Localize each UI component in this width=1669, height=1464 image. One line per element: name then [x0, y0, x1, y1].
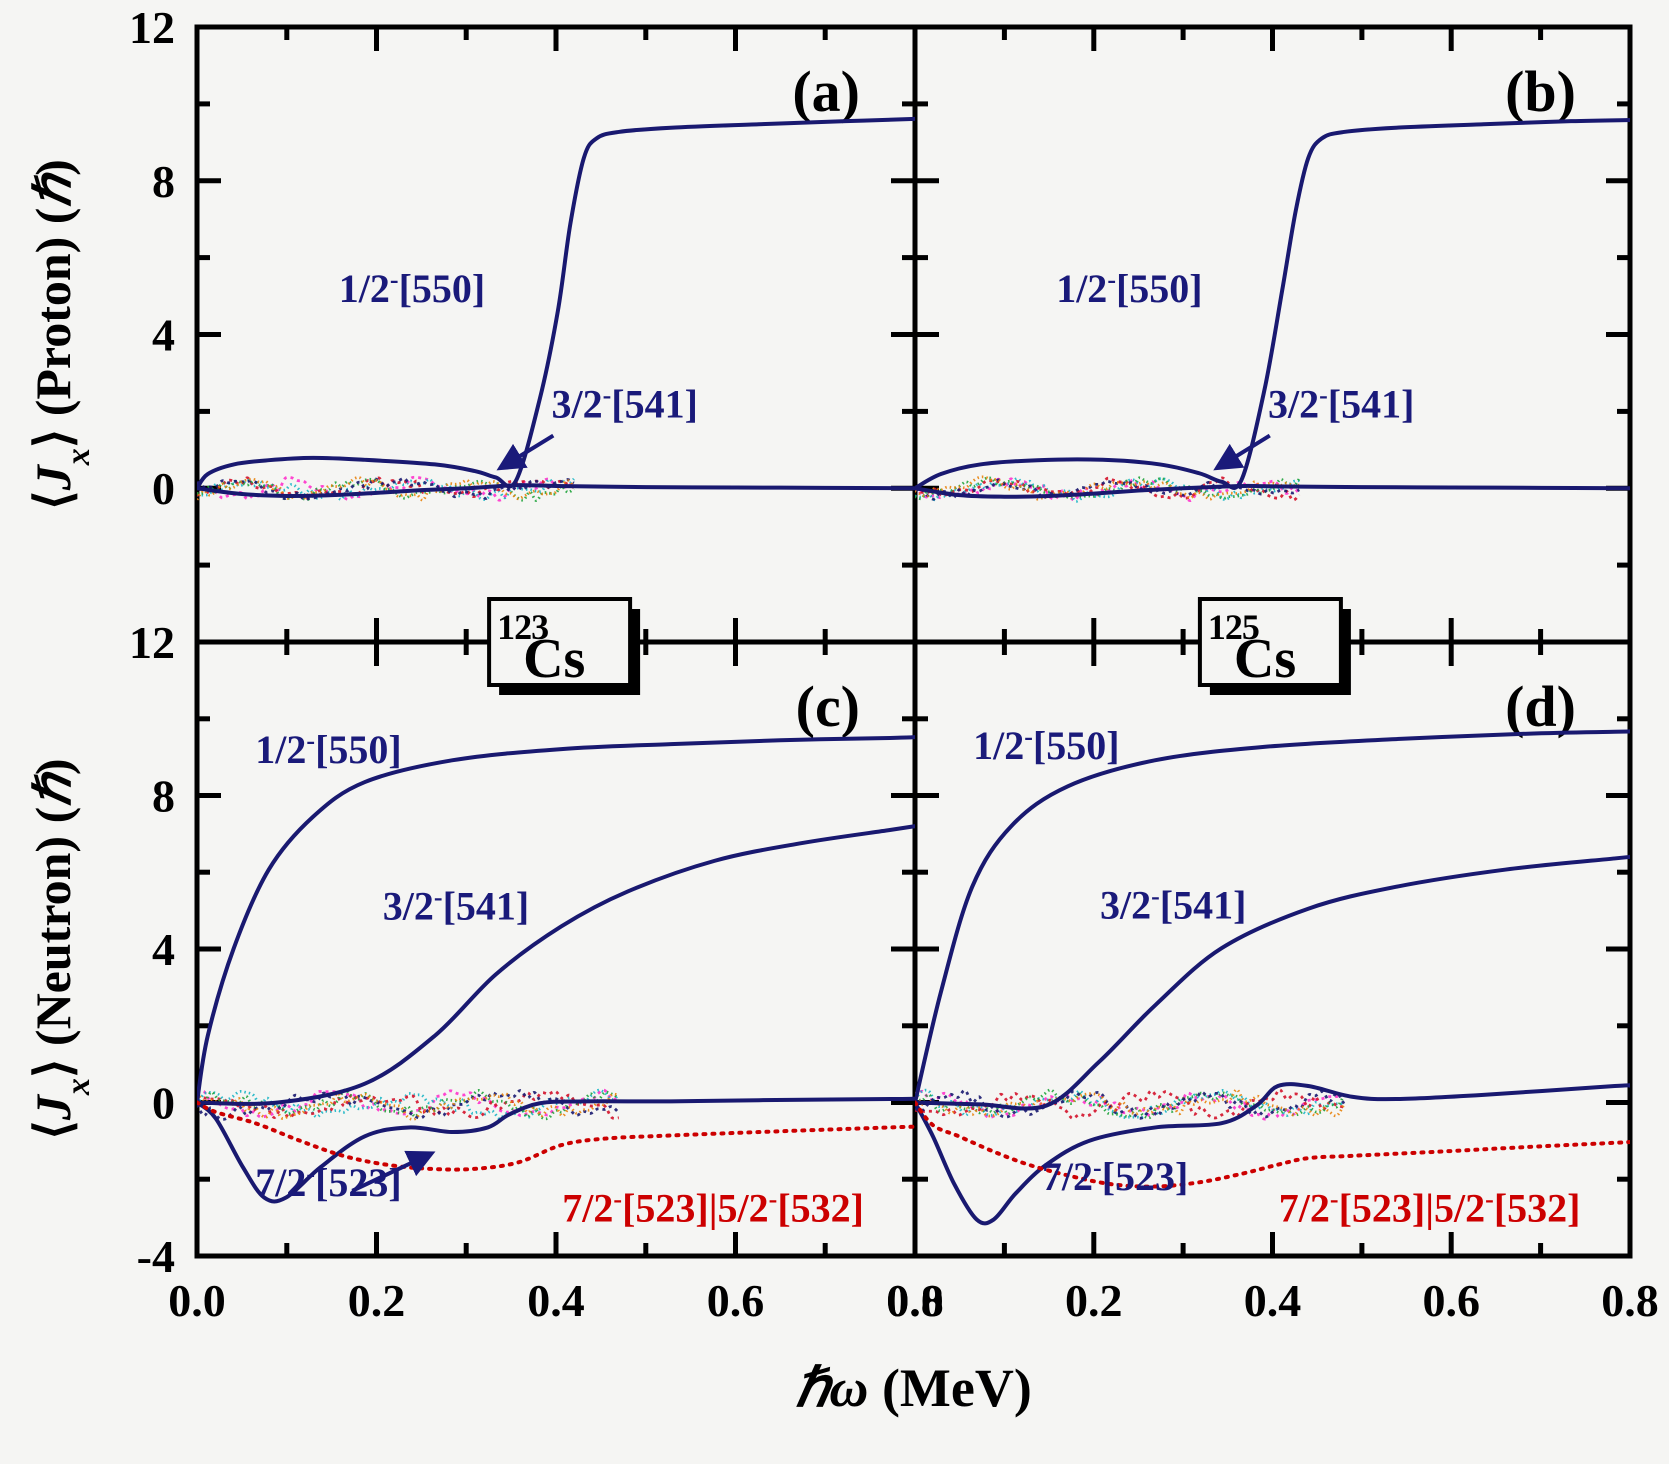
svg-text:7/2-[523]|5/2-[532]: 7/2-[523]|5/2-[532] [562, 1184, 864, 1231]
svg-text:1/2-[550]: 1/2-[550] [973, 722, 1119, 769]
svg-text:4: 4 [152, 310, 175, 361]
svg-text:12: 12 [129, 2, 175, 53]
svg-text:Cs: Cs [523, 628, 585, 690]
svg-text:ℏω (MeV): ℏω (MeV) [795, 1358, 1032, 1418]
svg-text:Cs: Cs [1234, 628, 1296, 690]
svg-text:0.4: 0.4 [527, 1275, 585, 1326]
svg-text:(b): (b) [1505, 59, 1576, 124]
svg-text:1/2-[550]: 1/2-[550] [1056, 264, 1202, 311]
svg-text:0.8: 0.8 [1601, 1275, 1659, 1326]
svg-text:1/2-[550]: 1/2-[550] [255, 725, 401, 772]
svg-text:7/2-[523]: 7/2-[523] [255, 1158, 401, 1205]
svg-text:8: 8 [152, 156, 175, 207]
svg-text:0.0: 0.0 [168, 1275, 226, 1326]
svg-text:0.2: 0.2 [348, 1275, 406, 1326]
svg-text:7/2-[523]: 7/2-[523] [1042, 1153, 1188, 1200]
svg-text:3/2-[541]: 3/2-[541] [1100, 881, 1246, 928]
svg-text:3/2-[541]: 3/2-[541] [383, 882, 529, 929]
svg-text:3/2-[541]: 3/2-[541] [1268, 380, 1414, 427]
svg-text:8: 8 [152, 771, 175, 822]
svg-text:7/2-[523]|5/2-[532]: 7/2-[523]|5/2-[532] [1279, 1184, 1581, 1231]
svg-text:0: 0 [152, 463, 175, 514]
svg-text:1/2-[550]: 1/2-[550] [339, 264, 485, 311]
svg-text:(c): (c) [796, 674, 860, 739]
svg-text:0.6: 0.6 [1422, 1275, 1480, 1326]
svg-text:0.8: 0.8 [886, 1275, 944, 1326]
svg-text:0: 0 [152, 1078, 175, 1129]
svg-text:0.4: 0.4 [1244, 1275, 1302, 1326]
svg-text:0.2: 0.2 [1065, 1275, 1123, 1326]
svg-text:3/2-[541]: 3/2-[541] [552, 380, 698, 427]
svg-text:(d): (d) [1505, 674, 1576, 739]
svg-text:12: 12 [129, 617, 175, 668]
svg-text:(a): (a) [792, 59, 860, 124]
svg-text:0.6: 0.6 [707, 1275, 765, 1326]
svg-text:4: 4 [152, 924, 175, 975]
